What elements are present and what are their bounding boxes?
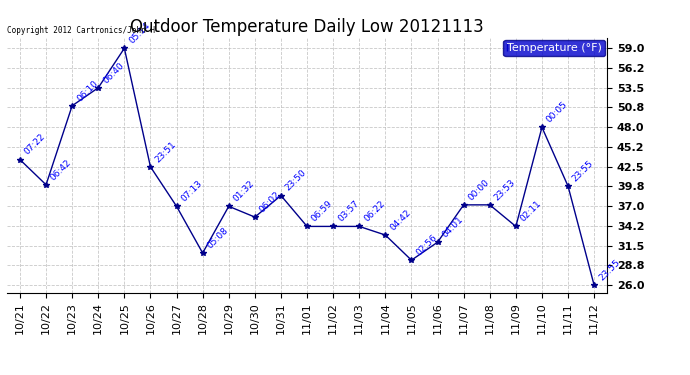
Text: 23:50: 23:50 (284, 168, 308, 193)
Text: 23:55: 23:55 (597, 258, 622, 282)
Text: 23:51: 23:51 (153, 140, 178, 164)
Text: 06:22: 06:22 (362, 199, 386, 223)
Text: 00:00: 00:00 (466, 177, 491, 202)
Text: 02:56: 02:56 (414, 233, 439, 257)
Text: 07:13: 07:13 (179, 179, 204, 204)
Text: 23:55: 23:55 (571, 159, 595, 183)
Text: 06:02: 06:02 (257, 190, 282, 214)
Text: 06:10: 06:10 (75, 78, 99, 103)
Text: 05:14: 05:14 (127, 21, 152, 45)
Text: 06:59: 06:59 (310, 199, 335, 223)
Text: 02:11: 02:11 (519, 199, 543, 223)
Text: 07:22: 07:22 (23, 132, 47, 157)
Title: Outdoor Temperature Daily Low 20121113: Outdoor Temperature Daily Low 20121113 (130, 18, 484, 36)
Text: 00:05: 00:05 (544, 100, 569, 124)
Text: 01:32: 01:32 (232, 179, 256, 204)
Text: 04:01: 04:01 (440, 215, 465, 240)
Text: 05:08: 05:08 (206, 225, 230, 250)
Text: 06:40: 06:40 (101, 60, 126, 85)
Text: 06:42: 06:42 (49, 158, 73, 182)
Text: 04:42: 04:42 (388, 208, 413, 232)
Text: 23:53: 23:53 (493, 177, 517, 202)
Text: Copyright 2012 Cartronics/John H: Copyright 2012 Cartronics/John H (7, 26, 155, 35)
Legend: Temperature (°F): Temperature (°F) (504, 40, 605, 56)
Text: 03:57: 03:57 (336, 199, 361, 223)
